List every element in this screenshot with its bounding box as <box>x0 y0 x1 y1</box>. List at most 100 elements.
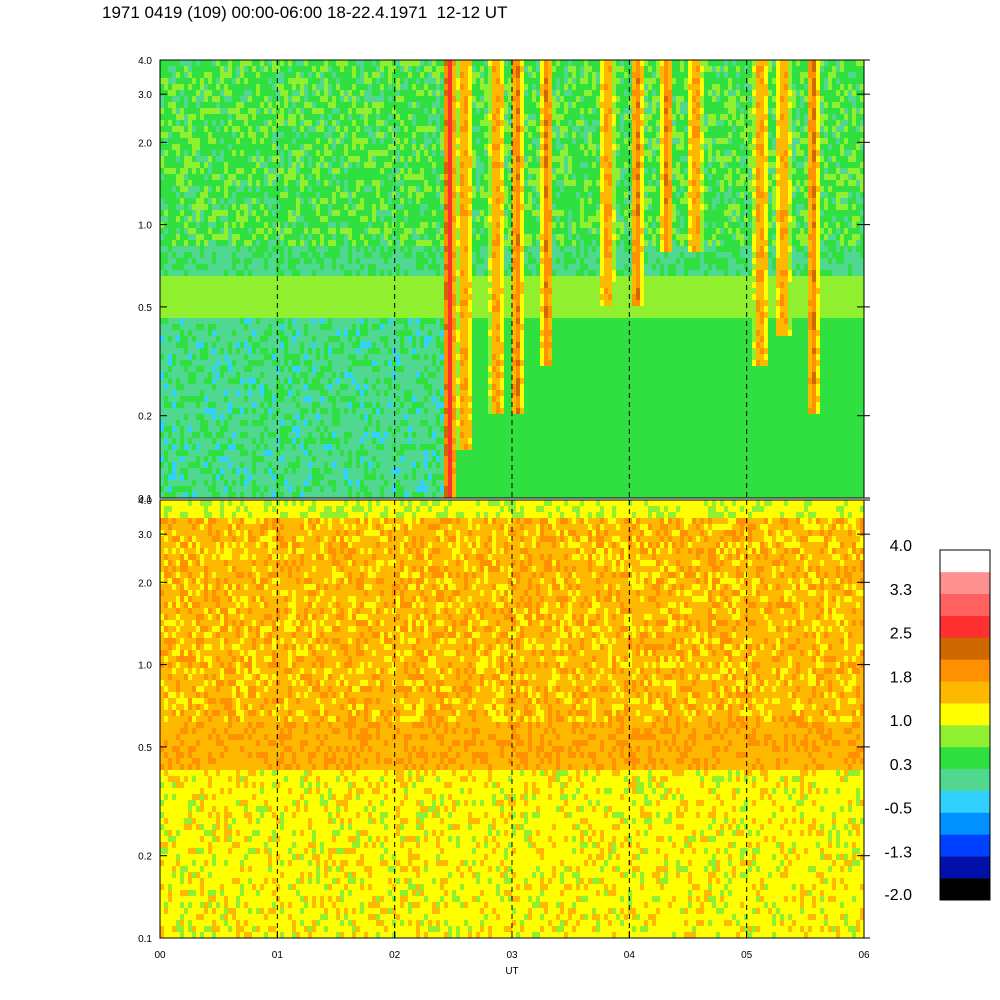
heatmap-cell <box>424 264 429 271</box>
heatmap-cell <box>416 66 421 73</box>
heatmap-cell <box>340 306 345 313</box>
heatmap-cell <box>208 336 213 343</box>
heatmap-cell <box>304 420 309 427</box>
heatmap-cell <box>372 258 377 265</box>
heatmap-cell <box>184 276 189 283</box>
heatmap-cell <box>284 60 289 67</box>
heatmap-cell <box>212 162 217 169</box>
heatmap-cell <box>228 246 233 253</box>
heatmap-cell <box>420 102 425 109</box>
heatmap-cell <box>224 336 229 343</box>
heatmap-cell <box>324 300 329 307</box>
heatmap-cell <box>400 480 405 487</box>
heatmap-cell <box>244 162 249 169</box>
heatmap-cell <box>192 426 197 433</box>
heatmap-cell <box>348 486 353 493</box>
heatmap-cell <box>264 294 269 301</box>
heatmap-cell <box>164 102 169 109</box>
heatmap-cell <box>320 234 325 241</box>
heatmap-cell <box>372 330 377 337</box>
heatmap-cell <box>364 414 369 421</box>
heatmap-cell <box>320 396 325 403</box>
heatmap-cell <box>276 342 281 349</box>
heatmap-cell <box>316 336 321 343</box>
heatmap-cell <box>180 264 185 271</box>
heatmap-cell <box>260 156 265 163</box>
heatmap-cell <box>344 354 349 361</box>
heatmap-cell <box>308 342 313 349</box>
heatmap-cell <box>408 486 413 493</box>
heatmap-cell <box>276 354 281 361</box>
heatmap-cell <box>336 222 341 229</box>
heatmap-cell <box>432 168 437 175</box>
heatmap-cell <box>416 60 421 67</box>
heatmap-cell <box>204 186 209 193</box>
heatmap-cell <box>352 240 357 247</box>
heatmap-cell <box>160 252 165 259</box>
heatmap-cell <box>340 324 345 331</box>
heatmap-cell <box>304 120 309 127</box>
heatmap-cell <box>300 228 305 235</box>
heatmap-cell <box>404 84 409 91</box>
heatmap-cell <box>264 444 269 451</box>
heatmap-cell <box>364 306 369 313</box>
heatmap-cell <box>312 438 317 445</box>
heatmap-cell <box>280 270 285 277</box>
heatmap-cell <box>372 90 377 97</box>
heatmap-cell <box>252 360 257 367</box>
heatmap-cell <box>176 96 181 103</box>
heatmap-cell <box>364 348 369 355</box>
heatmap-cell <box>192 186 197 193</box>
heatmap-cell <box>192 324 197 331</box>
heatmap-cell <box>360 234 365 241</box>
heatmap-cell <box>184 462 189 469</box>
heatmap-cell <box>340 426 345 433</box>
heatmap-cell <box>252 120 257 127</box>
heatmap-cell <box>312 330 317 337</box>
heatmap-cell <box>340 294 345 301</box>
heatmap-cell <box>428 474 433 481</box>
heatmap-cell <box>184 108 189 115</box>
heatmap-cell <box>288 438 293 445</box>
heatmap-cell <box>348 108 353 115</box>
heatmap-cell <box>160 276 165 283</box>
heatmap-cell <box>416 72 421 79</box>
heatmap-cell <box>216 390 221 397</box>
heatmap-cell <box>276 468 281 475</box>
heatmap-cell <box>380 60 385 67</box>
heatmap-cell <box>296 138 301 145</box>
heatmap-cell <box>276 318 281 325</box>
heatmap-cell <box>296 408 301 415</box>
heatmap-cell <box>360 336 365 343</box>
heatmap-cell <box>208 114 213 121</box>
heatmap-cell <box>356 348 361 355</box>
heatmap-cell <box>316 348 321 355</box>
heatmap-cell <box>292 288 297 295</box>
heatmap-cell <box>312 492 317 499</box>
heatmap-cell <box>408 186 413 193</box>
heatmap-cell <box>356 204 361 211</box>
heatmap-cell <box>240 246 245 253</box>
heatmap-cell <box>380 300 385 307</box>
heatmap-cell <box>280 174 285 181</box>
heatmap-cell <box>228 324 233 331</box>
heatmap-cell <box>284 114 289 121</box>
heatmap-cell <box>160 324 165 331</box>
heatmap-cell <box>324 162 329 169</box>
heatmap-cell <box>340 138 345 145</box>
heatmap-cell <box>168 192 173 199</box>
heatmap-cell <box>388 444 393 451</box>
heatmap-cell <box>244 294 249 301</box>
heatmap-cell <box>412 78 417 85</box>
heatmap-cell <box>272 192 277 199</box>
heatmap-cell <box>160 306 165 313</box>
heatmap-cell <box>412 132 417 139</box>
heatmap-cell <box>264 330 269 337</box>
heatmap-cell <box>264 144 269 151</box>
heatmap-cell <box>384 342 389 349</box>
heatmap-cell <box>320 264 325 271</box>
heatmap-cell <box>212 108 217 115</box>
heatmap-cell <box>248 336 253 343</box>
heatmap-cell <box>344 312 349 319</box>
heatmap-cell <box>432 180 437 187</box>
